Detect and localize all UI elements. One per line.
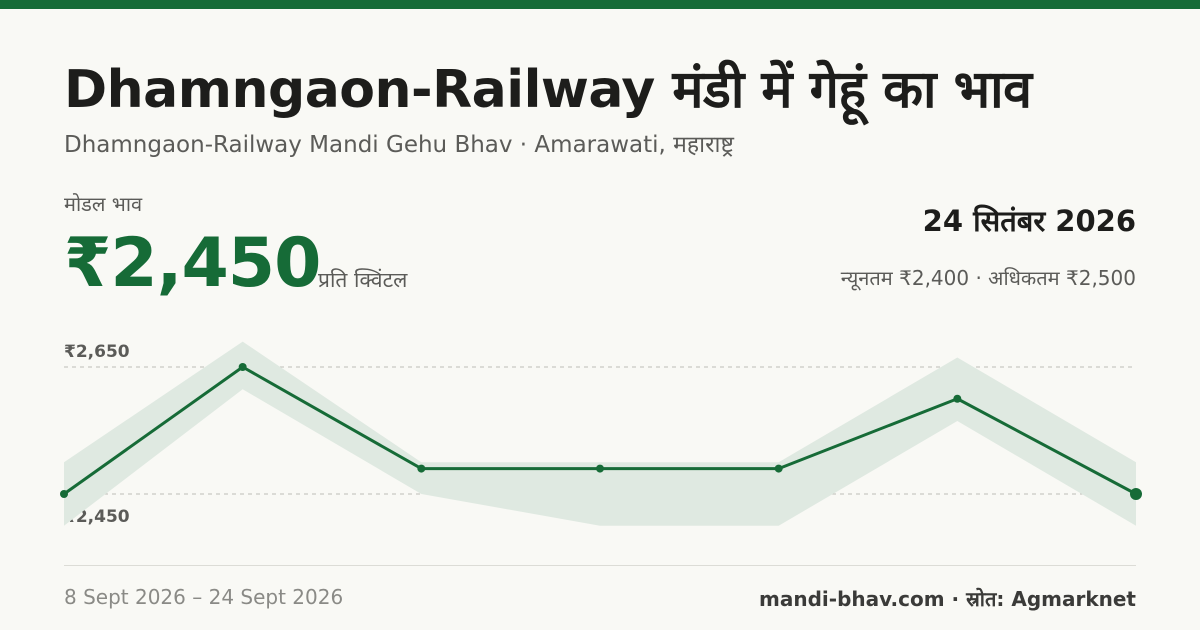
data-point (953, 394, 962, 403)
date-range: 8 Sept 2026 – 24 Sept 2026 (64, 585, 344, 609)
price-unit: प्रति क्विंटल (318, 268, 408, 292)
data-point (1130, 488, 1142, 500)
y-tick-label: ₹2,650 (64, 342, 130, 362)
data-point (60, 490, 68, 498)
top-accent-bar (0, 0, 1200, 9)
min-max-price: न्यूनतम ₹2,400 · अधिकतम ₹2,500 (840, 266, 1136, 290)
page-subtitle: Dhamngaon-Railway Mandi Gehu Bhav · Amar… (64, 132, 734, 158)
source-credit: mandi-bhav.com · स्रोत: Agmarknet (759, 587, 1136, 611)
page-title: Dhamngaon-Railway मंडी में गेहूं का भाव (64, 60, 1032, 120)
price-date: 24 सितंबर 2026 (922, 204, 1136, 238)
footer-divider (64, 565, 1136, 566)
modal-price-label: मोडल भाव (64, 192, 143, 216)
data-point (774, 464, 783, 473)
min-max-band (64, 341, 1136, 526)
data-point (238, 363, 247, 371)
modal-price-value: ₹2,450 (64, 224, 321, 303)
data-point (417, 464, 426, 473)
data-point (596, 464, 604, 473)
